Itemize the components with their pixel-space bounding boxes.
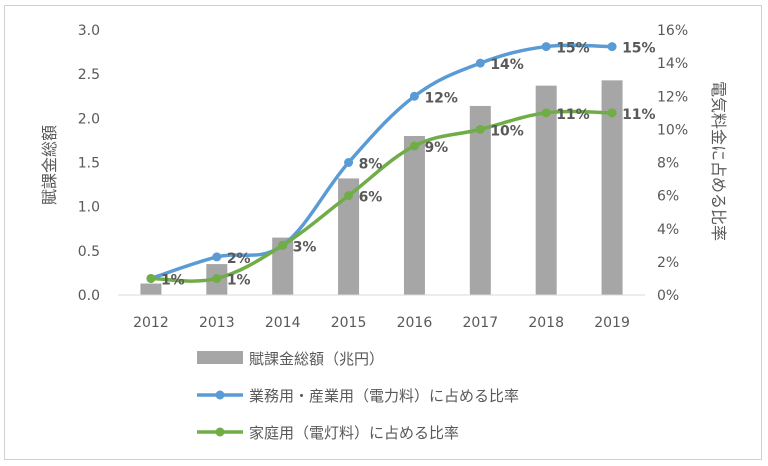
bar [535,85,557,296]
series-point [212,273,222,283]
y-left-tick-label: 2.5 [78,67,100,83]
data-label: 9% [424,140,448,156]
y-right-tick-label: 16% [657,23,688,39]
data-label: 1% [227,272,251,288]
bar [601,80,623,295]
bar [272,237,294,295]
combo-chart: 0.0 0.5 1.0 1.5 2.0 2.5 3.0 0% 2% 4% 6% 8% 10% 12% 14… [40,23,728,442]
legend-swatch-bar [197,351,243,364]
data-label: 6% [359,190,383,206]
series-point [409,91,419,101]
y-left-tick-label: 0.5 [78,244,100,260]
x-tick-label: 2012 [133,315,169,331]
y-right-tick-label: 8% [657,156,679,172]
series-point [475,124,485,134]
y-left-tick-label: 1.5 [78,156,100,172]
y-right-tick-label: 2% [657,255,679,271]
series-point [278,240,288,250]
data-label: 3% [293,239,317,255]
legend-label-bar: 賦課金総額（兆円） [249,350,384,368]
bar [338,178,360,295]
series-point [344,191,354,201]
y-left-tick-label: 0.0 [78,288,100,304]
series-line [150,109,613,283]
x-tick-label: 2019 [594,315,630,331]
legend-marker-household [215,427,225,437]
series-point [146,273,156,283]
y-left-tick-label: 2.0 [78,111,100,127]
y-right-tick-label: 6% [657,189,679,205]
y-left-tick-label: 1.0 [78,200,100,216]
series-line [150,43,613,281]
bar [140,283,162,295]
data-label: 11% [556,107,590,123]
data-label: 10% [490,123,524,139]
legend-label-business: 業務用・産業用（電力料）に占める比率 [249,387,519,405]
series-point [607,42,617,52]
bar [403,136,425,295]
legend: 賦課金総額（兆円） 業務用・産業用（電力料）に占める比率 家庭用（電灯料）に占め… [197,350,519,442]
data-label: 11% [622,107,656,123]
y-right-tick-label: 12% [657,89,688,105]
data-label: 15% [556,41,590,57]
x-tick-label: 2018 [528,315,564,331]
data-label: 2% [227,251,251,267]
x-tick-label: 2014 [265,315,301,331]
legend-marker-business [215,390,225,400]
series-point [212,252,222,262]
x-tick-label: 2016 [397,315,433,331]
legend-label-household: 家庭用（電灯料）に占める比率 [249,424,459,442]
data-label: 8% [359,157,383,173]
y-left-axis-title: 賦課金総額 [40,125,59,205]
chart-frame: 0.0 0.5 1.0 1.5 2.0 2.5 3.0 0% 2% 4% 6% 8% 10% 12% 14… [4,5,762,460]
y-right-tick-label: 0% [657,288,679,304]
x-tick-label: 2017 [462,315,498,331]
data-label: 15% [622,41,656,57]
series-point [607,108,617,118]
data-label: 14% [490,57,524,73]
series-point [475,58,485,68]
series-point [541,42,551,52]
y-right-tick-label: 14% [657,56,688,72]
series-point [409,141,419,151]
x-tick-label: 2015 [331,315,367,331]
data-label: 1% [161,272,185,288]
data-label: 12% [424,90,458,106]
y-right-tick-label: 10% [657,122,688,138]
bar [469,105,491,295]
series-point [344,158,354,167]
y-right-axis-title: 電気料金に占める比率 [709,81,728,241]
y-right-tick-label: 4% [657,222,679,238]
series-point [541,108,551,118]
x-tick-label: 2013 [199,315,235,331]
y-left-tick-label: 3.0 [78,23,100,39]
